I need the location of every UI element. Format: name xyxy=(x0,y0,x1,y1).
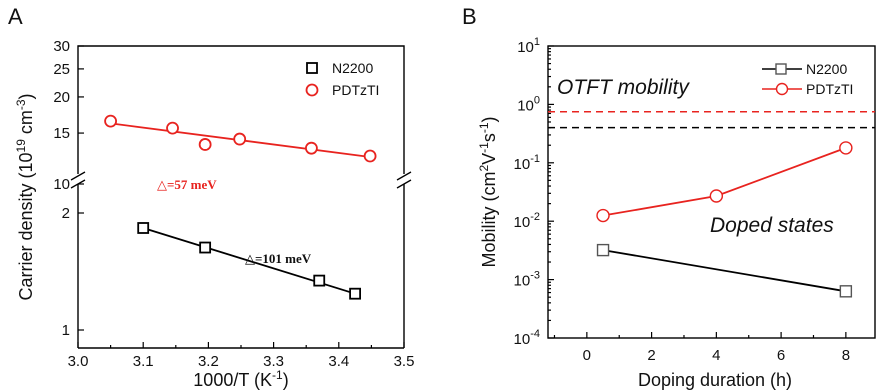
panel-b-annotation-doped: Doped states xyxy=(710,214,834,237)
panel-a-point-pdtzti xyxy=(198,138,212,151)
panel-b-label: B xyxy=(462,4,477,29)
panel-a-y-tick-label: 1 xyxy=(62,322,70,339)
panel-b-point-pdtzti xyxy=(596,208,610,223)
panel-a-x-tick-label: 3.4 xyxy=(328,353,349,370)
panel-a-x-tick-label: 3.0 xyxy=(68,353,89,370)
panel-a-point-n2200 xyxy=(137,222,150,234)
panel-b-y-tick-label: 10-2 xyxy=(514,211,540,231)
panel-a: A 3.0 3.1 3.2 3.3 3.4 3.5 1 2 10 15 20 25 30 1000/T… xyxy=(8,4,414,390)
panel-a-point-n2200 xyxy=(349,287,362,300)
legend-pdtzti-label: PDTzTI xyxy=(332,82,379,98)
panel-a-y-tick-label: 15 xyxy=(53,125,70,142)
panel-a-point-pdtzti xyxy=(305,141,318,155)
panel-a-point-n2200 xyxy=(313,274,326,287)
panel-a-axis-break-right xyxy=(396,171,412,189)
legend-n2200-marker xyxy=(306,62,318,74)
panel-a-y-ticks: 1 2 10 15 20 25 30 xyxy=(53,38,84,339)
panel-b-series-line-n2200 xyxy=(602,249,847,293)
legend-n2200-label: N2200 xyxy=(332,60,373,76)
panel-a-x-tick-label: 3.3 xyxy=(263,353,284,370)
panel-b-series-line-pdtzti xyxy=(602,147,847,217)
panel-a-x-ticks: 3.0 3.1 3.2 3.3 3.4 3.5 xyxy=(68,342,415,370)
panel-b-y-tick-label: 10-1 xyxy=(514,153,540,173)
panel-a-point-pdtzti xyxy=(363,149,377,163)
panel-a-annotation-pdtzti: △=57 meV xyxy=(157,177,217,192)
panel-b-y-tick-label: 10-3 xyxy=(514,270,540,290)
panel-a-data xyxy=(104,114,377,300)
panel-a-y-tick-label: 10 xyxy=(53,176,70,193)
panel-a-x-tick-label: 3.2 xyxy=(198,353,219,370)
panel-a-annotation-n2200: △=101 meV xyxy=(245,251,312,266)
panel-a-legend: N2200 PDTzTI xyxy=(305,60,379,98)
panel-a-point-pdtzti xyxy=(104,114,117,128)
panel-b-x-ticks: 0 2 4 6 8 xyxy=(553,332,850,364)
panel-b-annotation-otft: OTFT mobility xyxy=(557,76,690,99)
panel-b-x-tick-label: 0 xyxy=(583,347,591,364)
panel-a-point-n2200 xyxy=(199,241,212,254)
legend-b-pdtzti-label: PDTzTI xyxy=(806,81,853,97)
panel-b-y-axis-label: Mobility (cm2V-1s-1) xyxy=(477,116,499,267)
panel-a-y-tick-label: 20 xyxy=(53,89,70,106)
panel-b-point-pdtzti xyxy=(839,141,853,155)
panel-a-x-axis-label: 1000/T (K-1) xyxy=(193,368,288,390)
panel-b-y-tick-label: 101 xyxy=(517,36,540,56)
panel-b-x-tick-label: 6 xyxy=(777,347,785,364)
legend-b-n2200-label: N2200 xyxy=(806,61,847,77)
panel-b-point-pdtzti xyxy=(709,189,724,203)
panel-b-point-n2200 xyxy=(839,285,853,298)
legend-pdtzti-marker xyxy=(305,83,319,97)
panel-a-y-tick-label: 30 xyxy=(53,38,70,55)
panel-b-data xyxy=(548,110,875,298)
legend-b-n2200-marker xyxy=(775,63,787,75)
panel-b-x-tick-label: 8 xyxy=(842,347,850,364)
panel-a-point-pdtzti xyxy=(233,132,247,146)
panel-b-legend: N2200 PDTzTI xyxy=(762,61,853,97)
panel-b-y-tick-label: 100 xyxy=(517,94,540,114)
panel-a-label: A xyxy=(8,4,23,29)
panel-b-y-tick-label: 10-4 xyxy=(514,328,540,348)
panel-a-x-tick-label: 3.5 xyxy=(394,353,415,370)
panel-b: B 0 2 4 6 8 10-4 10-3 10-2 10-1 100 101 Doping du… xyxy=(462,4,876,390)
panel-b-x-tick-label: 4 xyxy=(712,347,720,364)
panel-b-frame xyxy=(547,45,876,339)
panel-b-x-axis-label: Doping duration (h) xyxy=(638,370,792,390)
panel-b-y-ticks: 10-4 10-3 10-2 10-1 100 101 xyxy=(514,36,554,348)
panel-a-y-axis-label: Carrier density (1019 cm-3) xyxy=(14,93,36,300)
panel-a-y-tick-label: 2 xyxy=(62,205,70,222)
panel-a-y-tick-label: 25 xyxy=(53,61,70,78)
panel-a-frame-upper xyxy=(77,45,405,174)
panel-a-point-pdtzti xyxy=(166,121,179,135)
panel-b-point-n2200 xyxy=(596,243,610,257)
panel-b-x-tick-label: 2 xyxy=(647,347,655,364)
panel-a-x-tick-label: 3.1 xyxy=(133,353,154,370)
legend-b-pdtzti-marker xyxy=(775,82,789,96)
